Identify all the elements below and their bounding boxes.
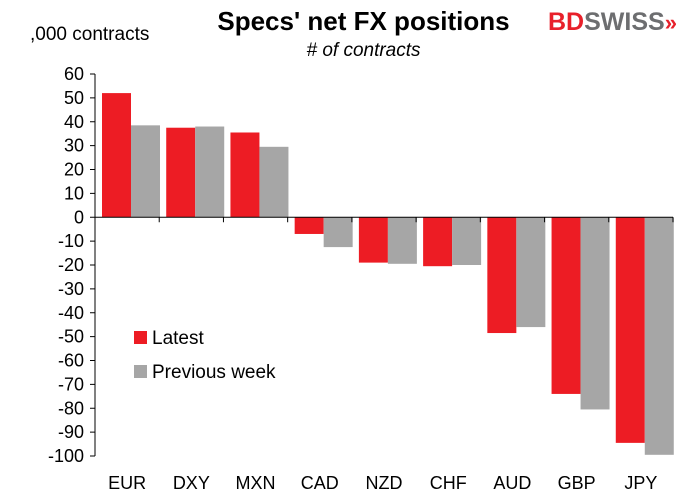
chart-subtitle: # of contracts <box>306 40 421 61</box>
x-tick-label-nzd: NZD <box>366 473 403 493</box>
bar-chf-previous-week <box>452 217 482 265</box>
y-tick-label: 60 <box>64 64 84 84</box>
legend-swatch-previous-week <box>134 365 147 378</box>
legend-label-previous-week: Previous week <box>152 362 276 383</box>
axes-group: 60 50 40 30 20 10 0 -10 -20 -30 -40 -50 -60 -70 -80 -90… <box>48 64 674 493</box>
bar-mxn-latest <box>230 132 260 218</box>
bar-jpy-latest <box>615 217 645 443</box>
y-tick-label: -50 <box>58 327 84 347</box>
y-tick-label: -100 <box>48 446 84 466</box>
brand-logo-bd: BD <box>548 8 585 36</box>
brand-logo-swiss: SWISS <box>584 8 665 36</box>
bar-aud-previous-week <box>516 217 546 328</box>
y-tick-label: -40 <box>58 303 84 323</box>
y-tick-label: 20 <box>64 160 84 180</box>
bar-dxy-latest <box>166 127 196 218</box>
x-tick-label-mxn: MXN <box>236 473 276 493</box>
y-tick-label: 50 <box>64 88 84 108</box>
x-tick-label-gbp: GBP <box>558 473 596 493</box>
bar-eur-latest <box>102 93 131 218</box>
bars-group <box>102 93 674 455</box>
bar-nzd-latest <box>358 217 388 263</box>
y-tick-label: 0 <box>74 207 84 227</box>
brand-logo: BDSWISS» <box>548 8 677 37</box>
y-tick-label: 10 <box>64 183 84 203</box>
y-tick-label: -30 <box>58 279 84 299</box>
y-tick-label: 40 <box>64 112 84 132</box>
bar-jpy-previous-week <box>644 217 674 455</box>
x-tick-label-eur: EUR <box>108 473 146 493</box>
bar-cad-previous-week <box>323 217 353 248</box>
y-axis-label: ,000 contracts <box>30 24 150 45</box>
bar-dxy-previous-week <box>195 126 225 218</box>
legend: Latest Previous week <box>134 328 276 383</box>
chart-title: Specs' net FX positions <box>217 6 510 36</box>
brand-arrow-icon: » <box>664 10 677 35</box>
x-tick-label-chf: CHF <box>430 473 467 493</box>
bar-gbp-latest <box>551 217 581 394</box>
y-tick-label: -80 <box>58 398 84 418</box>
bar-eur-previous-week <box>131 125 160 218</box>
y-tick-label: -10 <box>58 231 84 251</box>
x-tick-label-cad: CAD <box>301 473 339 493</box>
x-tick-label-aud: AUD <box>493 473 531 493</box>
y-tick-label: -20 <box>58 255 84 275</box>
x-tick-label-dxy: DXY <box>173 473 210 493</box>
legend-label-latest: Latest <box>152 328 204 349</box>
y-tick-label: -90 <box>58 422 84 442</box>
y-tick-label: -70 <box>58 374 84 394</box>
y-tick-label: -60 <box>58 351 84 371</box>
x-tick-label-jpy: JPY <box>624 473 657 493</box>
bar-mxn-previous-week <box>259 146 289 218</box>
y-tick-label: 30 <box>64 136 84 156</box>
bar-chf-latest <box>423 217 453 267</box>
legend-swatch-latest <box>134 331 147 344</box>
bar-aud-latest <box>487 217 517 334</box>
bar-nzd-previous-week <box>387 217 417 264</box>
bar-cad-latest <box>294 217 324 234</box>
bar-gbp-previous-week <box>580 217 610 410</box>
